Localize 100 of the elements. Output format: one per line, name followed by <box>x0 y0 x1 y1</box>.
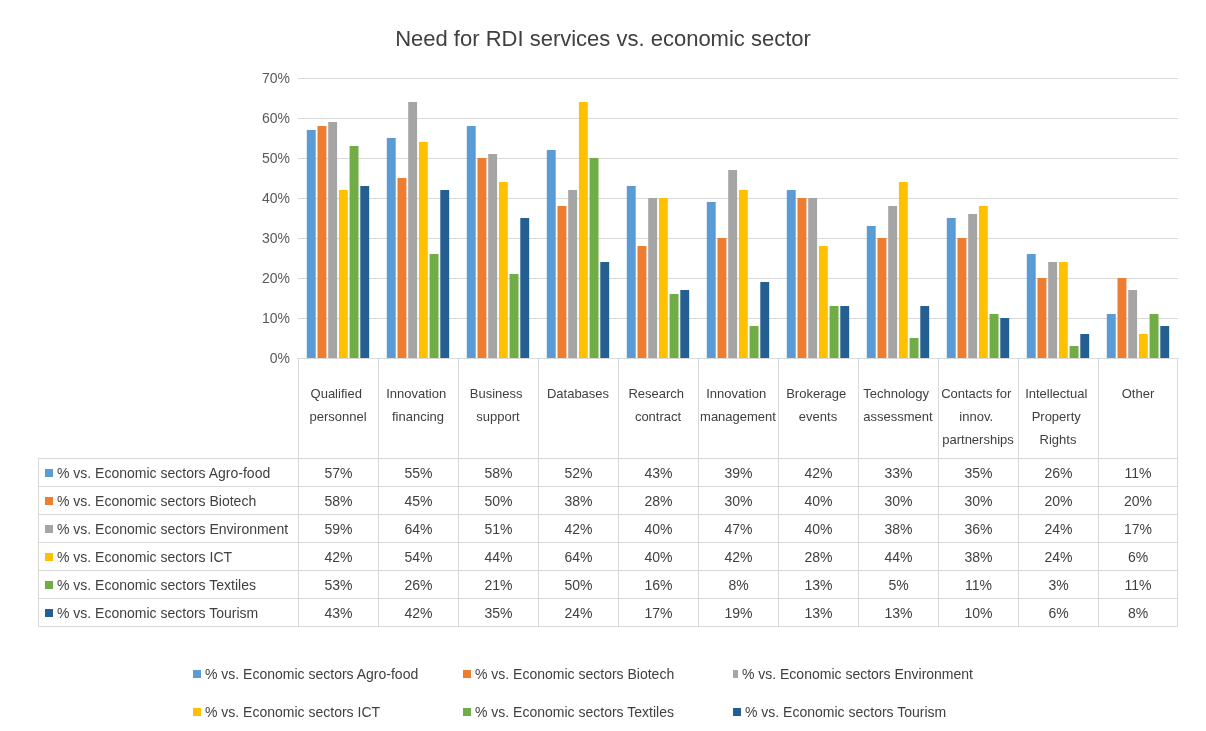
bar <box>829 306 839 358</box>
data-label: 6% <box>1018 599 1098 626</box>
y-tick-label: 10% <box>261 310 290 326</box>
y-tick-label: 70% <box>261 70 290 86</box>
bar <box>978 206 988 358</box>
bar <box>520 218 530 358</box>
bar <box>797 198 807 358</box>
data-label: 57% <box>298 459 378 486</box>
data-label: 13% <box>858 599 938 626</box>
legend-label: % vs. Economic sectors Environment <box>38 515 298 542</box>
data-label: 28% <box>778 543 858 570</box>
data-label: 13% <box>778 571 858 598</box>
data-label: 16% <box>618 571 698 598</box>
bar <box>418 142 428 358</box>
x-tick-label: Innovation management <box>700 386 777 424</box>
data-label: 17% <box>1098 515 1178 542</box>
bar <box>546 150 556 358</box>
text: % vs. Economic sectors Biotech <box>475 666 675 682</box>
bar <box>589 158 599 358</box>
data-label: 3% <box>1018 571 1098 598</box>
data-label: 40% <box>618 515 698 542</box>
legend-label: % vs. Economic sectors ICT <box>38 543 298 570</box>
data-label: 24% <box>538 599 618 626</box>
bar <box>338 190 348 358</box>
data-label: 35% <box>458 599 538 626</box>
bar <box>717 238 727 358</box>
data-label: 44% <box>858 543 938 570</box>
data-label: 21% <box>458 571 538 598</box>
y-tick-label: 0% <box>269 350 290 366</box>
data-label: 42% <box>378 599 458 626</box>
bar <box>1117 278 1127 358</box>
data-label: 24% <box>1018 515 1098 542</box>
bar <box>920 306 930 358</box>
data-label: 30% <box>858 487 938 514</box>
bar <box>648 198 658 358</box>
bar <box>1138 334 1148 358</box>
data-label: 59% <box>298 515 378 542</box>
bar <box>1069 346 1079 358</box>
data-label: 42% <box>698 543 778 570</box>
bar <box>488 154 498 358</box>
data-label: 20% <box>1018 487 1098 514</box>
text: % vs. Economic sectors ICT <box>205 704 381 720</box>
bar <box>877 238 887 358</box>
data-label: 58% <box>298 487 378 514</box>
text: % vs. Economic sectors Environment <box>741 666 973 682</box>
data-label: 53% <box>298 571 378 598</box>
bar <box>1058 262 1068 358</box>
data-label: 26% <box>378 571 458 598</box>
data-label: 8% <box>698 571 778 598</box>
bar <box>1106 314 1116 358</box>
data-label: 40% <box>778 515 858 542</box>
bar <box>946 218 956 358</box>
data-label: 28% <box>618 487 698 514</box>
data-label: 11% <box>1098 571 1178 598</box>
data-label: 11% <box>1098 459 1178 486</box>
bar <box>1160 326 1170 358</box>
bar <box>1000 318 1010 358</box>
y-tick-label: 20% <box>261 270 290 286</box>
data-label: 42% <box>778 459 858 486</box>
data-label: 43% <box>298 599 378 626</box>
y-tick-label: 60% <box>261 110 290 126</box>
y-tick-label: 40% <box>261 190 290 206</box>
text: % vs. Economic sectors Textiles <box>475 704 674 720</box>
bar <box>557 206 567 358</box>
data-label: 11% <box>938 571 1018 598</box>
bar <box>728 170 738 358</box>
data-label: 43% <box>618 459 698 486</box>
bar <box>749 326 759 358</box>
bar <box>440 190 450 358</box>
bar <box>840 306 850 358</box>
bar <box>866 226 876 358</box>
bar <box>626 186 636 358</box>
data-label: 30% <box>938 487 1018 514</box>
bar <box>360 186 370 358</box>
data-label: 50% <box>538 571 618 598</box>
data-label: 40% <box>618 543 698 570</box>
bar <box>1128 290 1138 358</box>
x-tick-label: Brokerage events <box>786 386 850 424</box>
chart-title: Need for RDI services vs. economic sector <box>395 25 811 51</box>
x-tick-label: Qualified personnel <box>309 386 367 424</box>
bar <box>909 338 919 358</box>
data-label: 40% <box>778 487 858 514</box>
bar <box>408 102 418 358</box>
legend-label: % vs. Economic sectors Textiles <box>38 571 298 598</box>
data-label: 17% <box>618 599 698 626</box>
bar <box>898 182 908 358</box>
data-label: 45% <box>378 487 458 514</box>
bar <box>786 190 796 358</box>
data-label: 54% <box>378 543 458 570</box>
x-tick-label: Business support <box>469 386 527 424</box>
data-label: 38% <box>938 543 1018 570</box>
data-label: 24% <box>1018 543 1098 570</box>
data-label: 13% <box>778 599 858 626</box>
legend-label: % vs. Economic sectors Biotech <box>38 487 298 514</box>
data-label: 42% <box>538 515 618 542</box>
data-label: 52% <box>538 459 618 486</box>
data-label: 5% <box>858 571 938 598</box>
text: % vs. Economic sectors Agro-food <box>205 666 419 682</box>
y-tick-label: 30% <box>261 230 290 246</box>
bar <box>658 198 668 358</box>
